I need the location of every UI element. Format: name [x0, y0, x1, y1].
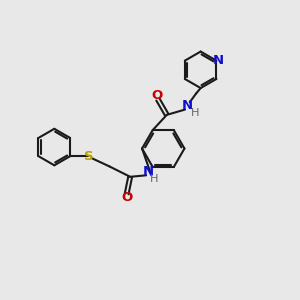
Text: N: N	[143, 165, 154, 178]
Text: N: N	[213, 54, 224, 67]
Text: H: H	[190, 107, 199, 118]
Text: O: O	[152, 88, 163, 102]
Text: N: N	[182, 99, 193, 112]
Text: O: O	[121, 191, 132, 204]
Text: S: S	[84, 150, 93, 163]
Text: H: H	[150, 174, 159, 184]
